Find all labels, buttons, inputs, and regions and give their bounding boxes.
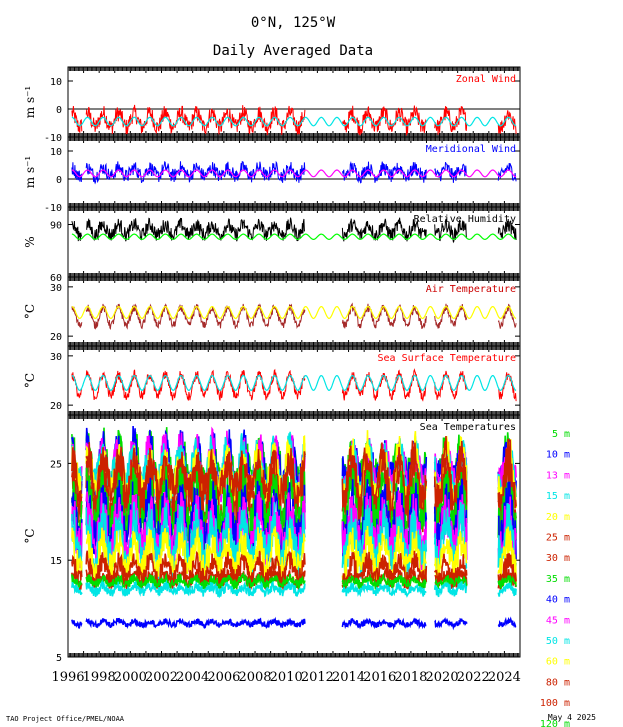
x-tick-label: 2008: [238, 670, 271, 685]
x-ticks: [67, 346, 521, 415]
footer-credit: TAO Project Office/PMEL/NOAA: [6, 715, 125, 723]
panel-title: Sea Surface Temperature: [378, 353, 516, 364]
legend-entry: 15 m: [546, 491, 570, 502]
series-line-5-15: [71, 578, 517, 599]
panel-1: -10 0 10 m s⁻¹ Meridional Wind: [23, 136, 521, 214]
series-line-0-0: [71, 104, 517, 136]
series-line-5-14: [71, 571, 517, 591]
y-tick-label: -10: [44, 203, 62, 214]
series-line-0-1: [71, 116, 517, 127]
y-axis-label: °C: [23, 304, 37, 319]
y-axis-label: m s⁻¹: [23, 156, 37, 189]
legend-entry: 10 m: [546, 450, 570, 461]
legend-entry: 40 m: [546, 595, 570, 606]
x-ticks: [67, 137, 521, 207]
x-tick-label: 2004: [176, 670, 209, 685]
legend-entry: 13 m: [546, 470, 570, 481]
y-tick-label: 5: [56, 653, 62, 664]
y-tick-label: 60: [50, 273, 62, 284]
x-ticks: [67, 277, 521, 346]
panel-title: Air Temperature: [426, 284, 516, 295]
x-tick-label: 2016: [363, 670, 396, 685]
y-tick-label: 0: [56, 175, 62, 186]
y-axis-label: %: [23, 236, 37, 247]
panel-0: -10 0 10 m s⁻¹ Zonal Wind: [23, 66, 521, 144]
y-tick-label: -10: [44, 133, 62, 144]
x-tick-label: 2018: [394, 670, 427, 685]
legend-entry: 50 m: [546, 636, 570, 647]
series-line-4-0: [71, 368, 517, 402]
y-axis-label: m s⁻¹: [23, 86, 37, 119]
footer-date: May 4 2025: [548, 713, 596, 722]
panel-2: 60 90% Relative Humidity: [23, 206, 521, 284]
panel-3: 20 30 °C Air Temperature: [23, 276, 521, 347]
y-tick-label: 30: [50, 283, 62, 294]
series-line-2-1: [71, 233, 517, 241]
panel-4: 20 30 °C Sea Surface Temperature: [23, 345, 521, 416]
series-line-5-6: [71, 451, 517, 534]
x-tick-label: 2000: [114, 670, 147, 685]
chart-title: 0°N, 125°W: [251, 15, 336, 31]
x-tick-label: 2010: [270, 670, 303, 685]
x-tick-label: 2012: [301, 670, 334, 685]
x-tick-label: 1998: [83, 670, 116, 685]
series-line-1-0: [71, 160, 517, 185]
x-tick-label: 2020: [426, 670, 459, 685]
x-tick-label: 2024: [488, 670, 521, 685]
x-tick-label: 2022: [457, 670, 490, 685]
legend-entry: 25 m: [546, 533, 570, 544]
y-axis-label: °C: [23, 528, 37, 543]
legend-entry: 20 m: [546, 512, 570, 523]
legend-entry: 45 m: [546, 615, 570, 626]
series-line-2-0: [71, 217, 517, 244]
panel-title: Sea Temperatures: [420, 422, 516, 433]
x-tick-label: 1996: [51, 670, 84, 685]
x-tick-label: 2002: [145, 670, 178, 685]
y-tick-label: 20: [50, 332, 62, 343]
legend-entry: 30 m: [546, 553, 570, 564]
y-tick-label: 30: [50, 352, 62, 363]
chart-subtitle: Daily Averaged Data: [213, 43, 373, 59]
x-tick-label: 2006: [207, 670, 240, 685]
series-line-4-1: [71, 374, 517, 392]
x-ticks: [67, 415, 521, 657]
legend-entry: 100 m: [540, 698, 570, 709]
panel-title: Relative Humidity: [414, 214, 516, 225]
legend-entry: 5 m: [552, 429, 570, 440]
x-ticks: [67, 207, 521, 277]
series-line-5-10: [71, 501, 517, 582]
series-line-3-1: [71, 305, 517, 320]
series-line-1-1: [71, 169, 517, 178]
legend-entry: 120 m: [540, 719, 570, 727]
panel-title: Zonal Wind: [456, 74, 516, 85]
y-tick-label: 0: [56, 105, 62, 116]
y-tick-label: 20: [50, 401, 62, 412]
series-line-5-16: [71, 616, 517, 631]
y-axis-label: °C: [23, 373, 37, 388]
y-tick-label: 10: [50, 77, 62, 88]
y-tick-label: 25: [50, 459, 62, 470]
legend-entry: 35 m: [546, 574, 570, 585]
series-line-3-0: [71, 302, 517, 330]
legend-entry: 60 m: [546, 657, 570, 668]
y-tick-label: 10: [50, 147, 62, 158]
panel-title: Meridional Wind: [426, 144, 516, 155]
y-tick-label: 90: [50, 221, 62, 232]
legend-entry: 80 m: [546, 677, 570, 688]
y-tick-label: 15: [50, 556, 62, 567]
x-tick-label: 2014: [332, 670, 365, 685]
